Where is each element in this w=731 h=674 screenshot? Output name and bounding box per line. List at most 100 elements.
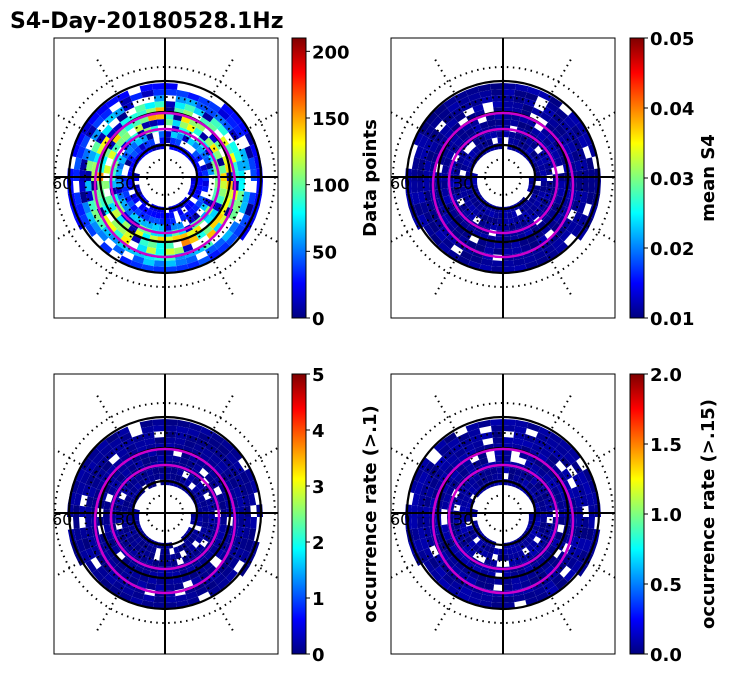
heatmap-cell [542,473,553,483]
heatmap-cell [538,500,546,508]
meridian-dotted-line [54,192,138,243]
meridian-dotted-line [530,528,615,579]
heatmap-cell [217,577,231,590]
heatmap-cell [470,590,483,601]
heatmap-cell [177,208,184,217]
heatmap-cell [213,538,223,548]
heatmap-cell [107,486,117,496]
heatmap-cell [106,222,117,234]
heatmap-cell [487,119,496,127]
heatmap-cell [457,591,471,602]
heatmap-cell [433,468,445,480]
heatmap-cell [208,437,221,449]
colorbar-tick-label: 3 [312,477,325,498]
heatmap-cell [208,132,219,144]
colorbar-tick-label: 0 [312,309,325,330]
heatmap-cell [498,548,503,555]
heatmap-cell [468,204,477,213]
heatmap-cell [76,203,86,217]
figure-title: S4-Day-20180528.1Hz [10,9,284,34]
heatmap-cell [533,586,546,597]
heatmap-cell [193,107,205,117]
heatmap-cell [443,493,452,503]
heatmap-cell [101,460,113,472]
heatmap-cell [219,501,227,510]
heatmap-cell [73,493,82,506]
colorbar-gradient [291,37,307,319]
heatmap-cell [472,473,481,483]
heatmap-cell [85,461,97,474]
heatmap-cell [76,539,86,553]
heatmap-cell [85,517,92,528]
heatmap-cell [149,119,158,127]
heatmap-cell [221,565,234,578]
heatmap-cell [525,260,539,270]
heatmap-cell [551,486,561,496]
heatmap-cell [115,137,126,147]
heatmap-cell [456,156,465,165]
heatmap-cell [459,505,467,512]
heatmap-cell [133,146,142,155]
colorbar-tick-label: 50 [312,242,337,263]
heatmap-cell [112,565,124,576]
colorbar: 0.0 0.5 1.0 1.5 2.0 occurrence rate (>.15) [629,365,719,666]
heatmap-cell [209,545,219,555]
heatmap-cell [520,243,532,253]
heatmap-cell [220,517,227,526]
heatmap-cell [238,201,249,214]
colorbar-tick-label: 0.03 [650,169,694,190]
heatmap-cell [248,192,257,205]
heatmap-cell [201,505,209,512]
heatmap-cell [574,160,583,172]
heatmap-cell [479,89,492,98]
heatmap-cell [165,101,176,108]
heatmap-cell [511,240,521,249]
heatmap-cell [143,476,151,485]
heatmap-cell [213,237,226,250]
heatmap-cell [118,156,127,165]
heatmap-cell [205,497,214,506]
heatmap-cell [80,457,92,471]
heatmap-cell [523,97,536,108]
heatmap-cell [123,566,134,576]
heatmap-cell [512,552,520,560]
heatmap-cell [145,468,154,477]
heatmap-cell [529,204,538,213]
heatmap-cell [465,181,472,186]
heatmap-cell [443,432,457,444]
heatmap-cell [418,135,429,149]
heatmap-cell [417,494,426,507]
heatmap-cell [193,463,203,473]
meridian-dotted-line [518,540,574,635]
heatmap-cell [134,229,144,239]
heatmap-cell [244,468,256,482]
heatmap-cell [158,467,165,474]
heatmap-cell [201,522,209,529]
heatmap-cell [236,190,245,202]
heatmap-cell [443,157,452,167]
heatmap-cell [200,164,208,172]
colorbar-tick-label: 200 [312,42,350,63]
panel-occurrence-rate-0-15: 60 30 0.0 0.5 1.0 1.5 2.0 occurrence rate (>.15… [390,365,719,666]
colorbar-tick-label: 1.0 [650,505,682,526]
heatmap-cell [172,455,181,463]
heatmap-cell [537,467,547,478]
heatmap-cell [165,455,174,462]
heatmap-cell [571,486,581,498]
heatmap-cell [460,586,473,597]
heatmap-cell [191,448,202,459]
heatmap-cell [192,193,201,200]
meridian-dotted-line [192,192,278,244]
heatmap-cell [233,536,243,548]
heatmap-cell [229,477,239,489]
heatmap-cell [526,422,541,432]
heatmap-cell [572,547,583,560]
heatmap-cell [153,596,165,603]
heatmap-cell [576,537,587,550]
heatmap-cell [537,131,547,142]
heatmap-cell [571,224,583,237]
heatmap-cell [195,536,204,544]
heatmap-cell [128,525,136,532]
heatmap-cell [529,149,538,158]
heatmap-cell [526,454,537,464]
